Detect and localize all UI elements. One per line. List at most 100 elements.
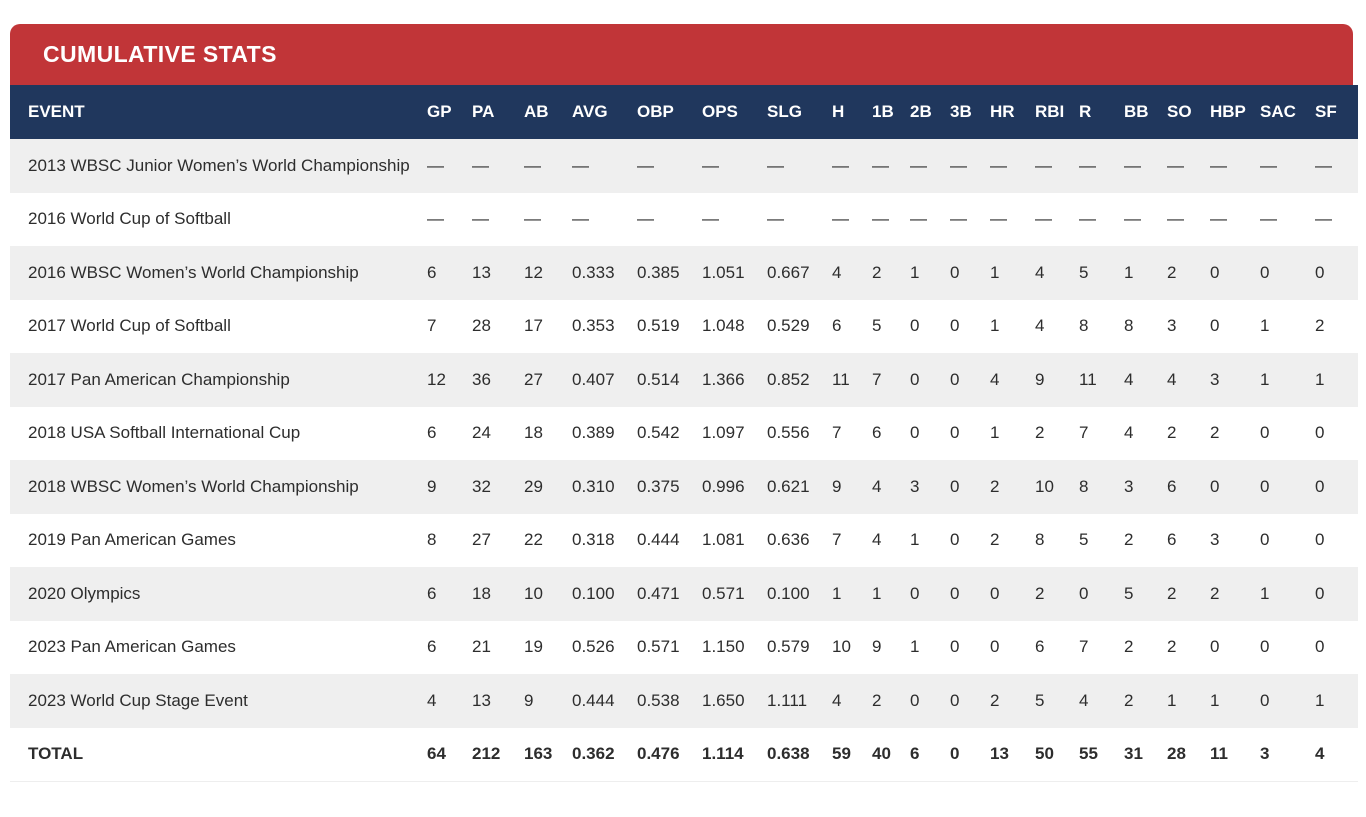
stat-cell-so: 2	[1167, 637, 1177, 657]
total-stat-cell-obp: 0.476	[637, 727, 702, 782]
stat-cell-hr: 1	[990, 316, 1000, 336]
stat-cell-avg: —	[572, 209, 589, 229]
stat-cell-bb: 5	[1124, 583, 1134, 603]
stat-cell-3b: —	[950, 155, 967, 175]
stat-cell-hr: —	[990, 155, 1007, 175]
stat-cell-r: 8	[1079, 316, 1089, 336]
stat-cell-hbp: 1	[1210, 690, 1220, 710]
stat-cell-gp: 7	[427, 316, 437, 336]
stat-cell-bb: 2	[1124, 637, 1134, 657]
stat-cell-gp: —	[427, 209, 444, 229]
column-header-ops: OPS	[702, 85, 767, 139]
stat-cell-obp: 0.542	[637, 423, 680, 443]
cumulative-stats-table: EVENT GP PA AB AVG OBP OPS SLG H 1B 2B 3B HR RBI R BB SO…	[10, 85, 1358, 782]
stat-cell-obp: 0.471	[637, 583, 680, 603]
stat-cell-1b: 1	[872, 583, 882, 603]
event-row: 2018 WBSC Women’s World Championship 9 32 2…	[10, 460, 1358, 514]
stat-cell-sac: 0	[1260, 476, 1270, 496]
event-row: 2019 Pan American Games 8 27 22 0.318 0.444 1.…	[10, 514, 1358, 568]
stat-cell-ab: 9	[524, 690, 534, 710]
stat-cell-bb: 4	[1124, 423, 1134, 443]
event-row: 2017 World Cup of Softball 7 28 17 0.353 0.51…	[10, 300, 1358, 354]
stat-cell-bb: 3	[1124, 476, 1134, 496]
stat-cell-sf: 1	[1315, 690, 1325, 710]
stat-cell-hr: 1	[990, 262, 1000, 282]
stat-cell-pa: 24	[472, 423, 491, 443]
stat-cell-so: 6	[1167, 476, 1177, 496]
stat-cell-r: 7	[1079, 637, 1089, 657]
stat-cell-obp: 0.375	[637, 476, 680, 496]
stat-cell-2b: 1	[910, 530, 920, 550]
stat-cell-slg: 0.621	[767, 476, 810, 496]
stat-cell-pa: 21	[472, 637, 491, 657]
stat-cell-ab: —	[524, 209, 541, 229]
column-header-sac: SAC	[1260, 85, 1315, 139]
stat-cell-gp: 6	[427, 423, 437, 443]
stat-cell-r: 7	[1079, 423, 1089, 443]
event-row: 2016 WBSC Women’s World Championship 6 13 1…	[10, 246, 1358, 300]
stat-cell-3b: 0	[950, 637, 960, 657]
stat-cell-ops: 1.097	[702, 423, 745, 443]
stat-cell-avg: 0.100	[572, 583, 615, 603]
total-row: TOTAL 64 212 163 0.362 0.476 1.114 0.638 59 40 6 0 1…	[10, 727, 1358, 782]
column-header-hr: HR	[990, 85, 1035, 139]
stat-cell-1b: 4	[872, 476, 882, 496]
column-header-so: SO	[1167, 85, 1210, 139]
stat-cell-sac: 1	[1260, 369, 1270, 389]
stat-cell-gp: 6	[427, 262, 437, 282]
stat-cell-h: 7	[832, 530, 842, 550]
stat-cell-gp: 12	[427, 369, 446, 389]
panel-header-banner: CUMULATIVE STATS	[10, 24, 1353, 85]
total-stat-cell-ab: 163	[524, 727, 572, 782]
stat-cell-3b: —	[950, 209, 967, 229]
stat-cell-2b: 0	[910, 423, 920, 443]
stat-cell-sf: 0	[1315, 637, 1325, 657]
stat-cell-obp: —	[637, 209, 654, 229]
stat-cell-slg: 0.100	[767, 583, 810, 603]
stat-cell-2b: 0	[910, 583, 920, 603]
stat-cell-ab: 19	[524, 637, 543, 657]
stat-cell-sac: 0	[1260, 690, 1270, 710]
stat-cell-so: —	[1167, 209, 1184, 229]
stat-cell-hbp: 0	[1210, 316, 1220, 336]
stat-cell-hbp: 3	[1210, 530, 1220, 550]
stat-cell-1b: 2	[872, 690, 882, 710]
stat-cell-rbi: 4	[1035, 262, 1045, 282]
stat-cell-bb: 8	[1124, 316, 1134, 336]
stat-cell-2b: —	[910, 155, 927, 175]
stat-cell-3b: 0	[950, 262, 960, 282]
event-name-cell: 2017 World Cup of Softball	[28, 316, 231, 336]
stat-cell-1b: —	[872, 155, 889, 175]
column-header-bb: BB	[1124, 85, 1167, 139]
total-stat-cell-gp: 64	[427, 727, 472, 782]
stat-cell-r: 5	[1079, 530, 1089, 550]
stat-cell-avg: 0.353	[572, 316, 615, 336]
stat-cell-gp: 8	[427, 530, 437, 550]
stat-cell-gp: —	[427, 155, 444, 175]
stat-cell-ab: 22	[524, 530, 543, 550]
column-header-slg: SLG	[767, 85, 832, 139]
stat-cell-1b: 6	[872, 423, 882, 443]
stat-cell-hr: 2	[990, 690, 1000, 710]
column-header-2b: 2B	[910, 85, 950, 139]
stat-cell-3b: 0	[950, 583, 960, 603]
stats-header-row: EVENT GP PA AB AVG OBP OPS SLG H 1B 2B 3B HR RBI R BB SO…	[10, 85, 1358, 139]
stat-cell-2b: 3	[910, 476, 920, 496]
stat-cell-hr: 1	[990, 423, 1000, 443]
stat-cell-3b: 0	[950, 369, 960, 389]
stat-cell-sf: 2	[1315, 316, 1325, 336]
column-header-r: R	[1079, 85, 1124, 139]
stat-cell-slg: 0.579	[767, 637, 810, 657]
stat-cell-gp: 4	[427, 690, 437, 710]
stat-cell-1b: 2	[872, 262, 882, 282]
stat-cell-avg: 0.526	[572, 637, 615, 657]
total-label-cell: TOTAL	[10, 727, 427, 782]
stat-cell-pa: 13	[472, 262, 491, 282]
stat-cell-h: 11	[832, 369, 850, 389]
stat-cell-h: 7	[832, 423, 842, 443]
column-header-event: EVENT	[10, 85, 427, 139]
stat-cell-ab: 17	[524, 316, 543, 336]
column-header-sf: SF	[1315, 85, 1358, 139]
stat-cell-bb: 2	[1124, 690, 1134, 710]
stat-cell-h: 4	[832, 690, 842, 710]
